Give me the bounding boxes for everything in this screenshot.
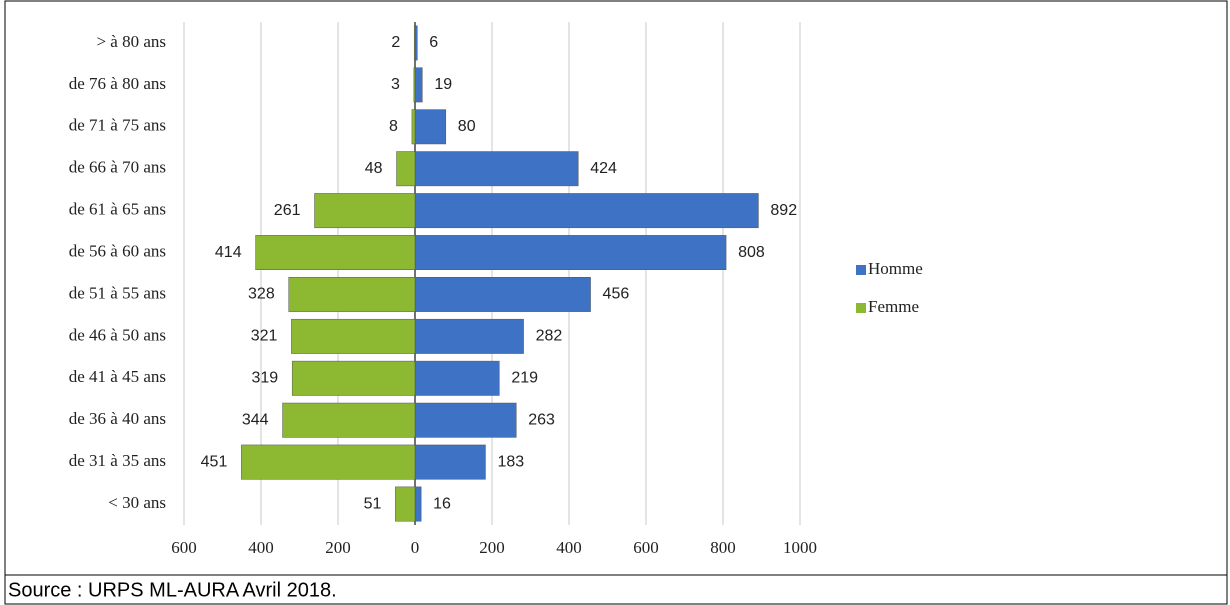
data-label: 808: [738, 244, 765, 261]
bar: [414, 486, 422, 522]
data-label: 80: [458, 118, 476, 135]
data-label: 414: [215, 244, 242, 261]
legend-label: Femme: [868, 297, 919, 316]
data-label: 451: [201, 453, 228, 470]
bar: [395, 486, 416, 522]
data-label: 424: [590, 160, 617, 177]
x-tick-label: 1000: [783, 538, 817, 557]
data-label: 183: [497, 453, 524, 470]
source: Source : URPS ML-AURA Avril 2018.: [8, 579, 337, 601]
y-tick-label: de 51 à 55 ans: [69, 283, 166, 302]
y-tick-label: de 56 à 60 ans: [69, 241, 166, 260]
x-tick-label: 600: [633, 538, 659, 557]
data-label: 8: [389, 118, 398, 135]
legend-swatch: [856, 303, 866, 313]
data-label: 282: [536, 328, 563, 345]
bar: [255, 235, 416, 270]
data-label: 456: [603, 286, 630, 303]
x-tick-label: 800: [710, 538, 736, 557]
legend-label: Homme: [868, 259, 923, 278]
bar: [411, 109, 416, 145]
data-label: 6: [429, 34, 438, 51]
legend-swatch: [856, 265, 866, 275]
x-tick-label: 600: [171, 538, 197, 557]
bar: [414, 318, 524, 354]
data-label: 321: [251, 328, 278, 345]
data-label: 261: [274, 202, 301, 219]
data-label: 2: [391, 34, 400, 51]
y-tick-label: < 30 ans: [108, 493, 166, 512]
bar: [241, 444, 416, 480]
x-tick-label: 400: [556, 538, 582, 557]
data-label: 219: [511, 370, 538, 387]
y-tick-label: de 31 à 35 ans: [69, 451, 166, 470]
y-tick-label: de 66 à 70 ans: [69, 158, 166, 177]
bar: [414, 193, 759, 229]
bar: [414, 151, 579, 187]
bar: [414, 360, 500, 396]
y-tick-label: de 36 à 40 ans: [69, 409, 166, 428]
data-label: 48: [365, 160, 383, 177]
x-tick-label: 200: [325, 538, 351, 557]
data-label: 16: [433, 495, 451, 512]
bar: [288, 277, 416, 312]
bar: [414, 25, 418, 61]
bar: [413, 67, 416, 103]
data-label: 263: [528, 411, 555, 428]
bar: [414, 109, 447, 145]
data-label: 19: [434, 76, 452, 93]
x-tick-label: 0: [411, 538, 420, 557]
bar: [314, 193, 416, 229]
y-tick-label: de 61 à 65 ans: [69, 200, 166, 219]
bar: [413, 25, 416, 61]
bar: [414, 235, 727, 270]
data-label: 344: [242, 411, 269, 428]
data-label: 3: [391, 76, 400, 93]
y-tick-label: > à 80 ans: [96, 32, 166, 51]
x-tick-label: 400: [248, 538, 274, 557]
data-label: 892: [770, 202, 797, 219]
y-tick-label: de 76 à 80 ans: [69, 74, 166, 93]
bar: [291, 318, 416, 354]
bar: [291, 360, 416, 396]
x-tick-label: 200: [479, 538, 505, 557]
bar: [396, 151, 416, 187]
frame: [4, 0, 1228, 605]
data-label: 328: [248, 286, 275, 303]
bar: [282, 402, 416, 438]
y-tick-label: de 46 à 50 ans: [69, 325, 166, 344]
y-tick-label: de 41 à 45 ans: [69, 367, 166, 386]
y-tick-label: de 71 à 75 ans: [69, 116, 166, 135]
bar: [414, 402, 517, 438]
bar: [414, 277, 591, 312]
bar: [414, 444, 486, 480]
data-label: 319: [251, 370, 278, 387]
data-label: 51: [364, 495, 382, 512]
bar: [414, 67, 423, 103]
